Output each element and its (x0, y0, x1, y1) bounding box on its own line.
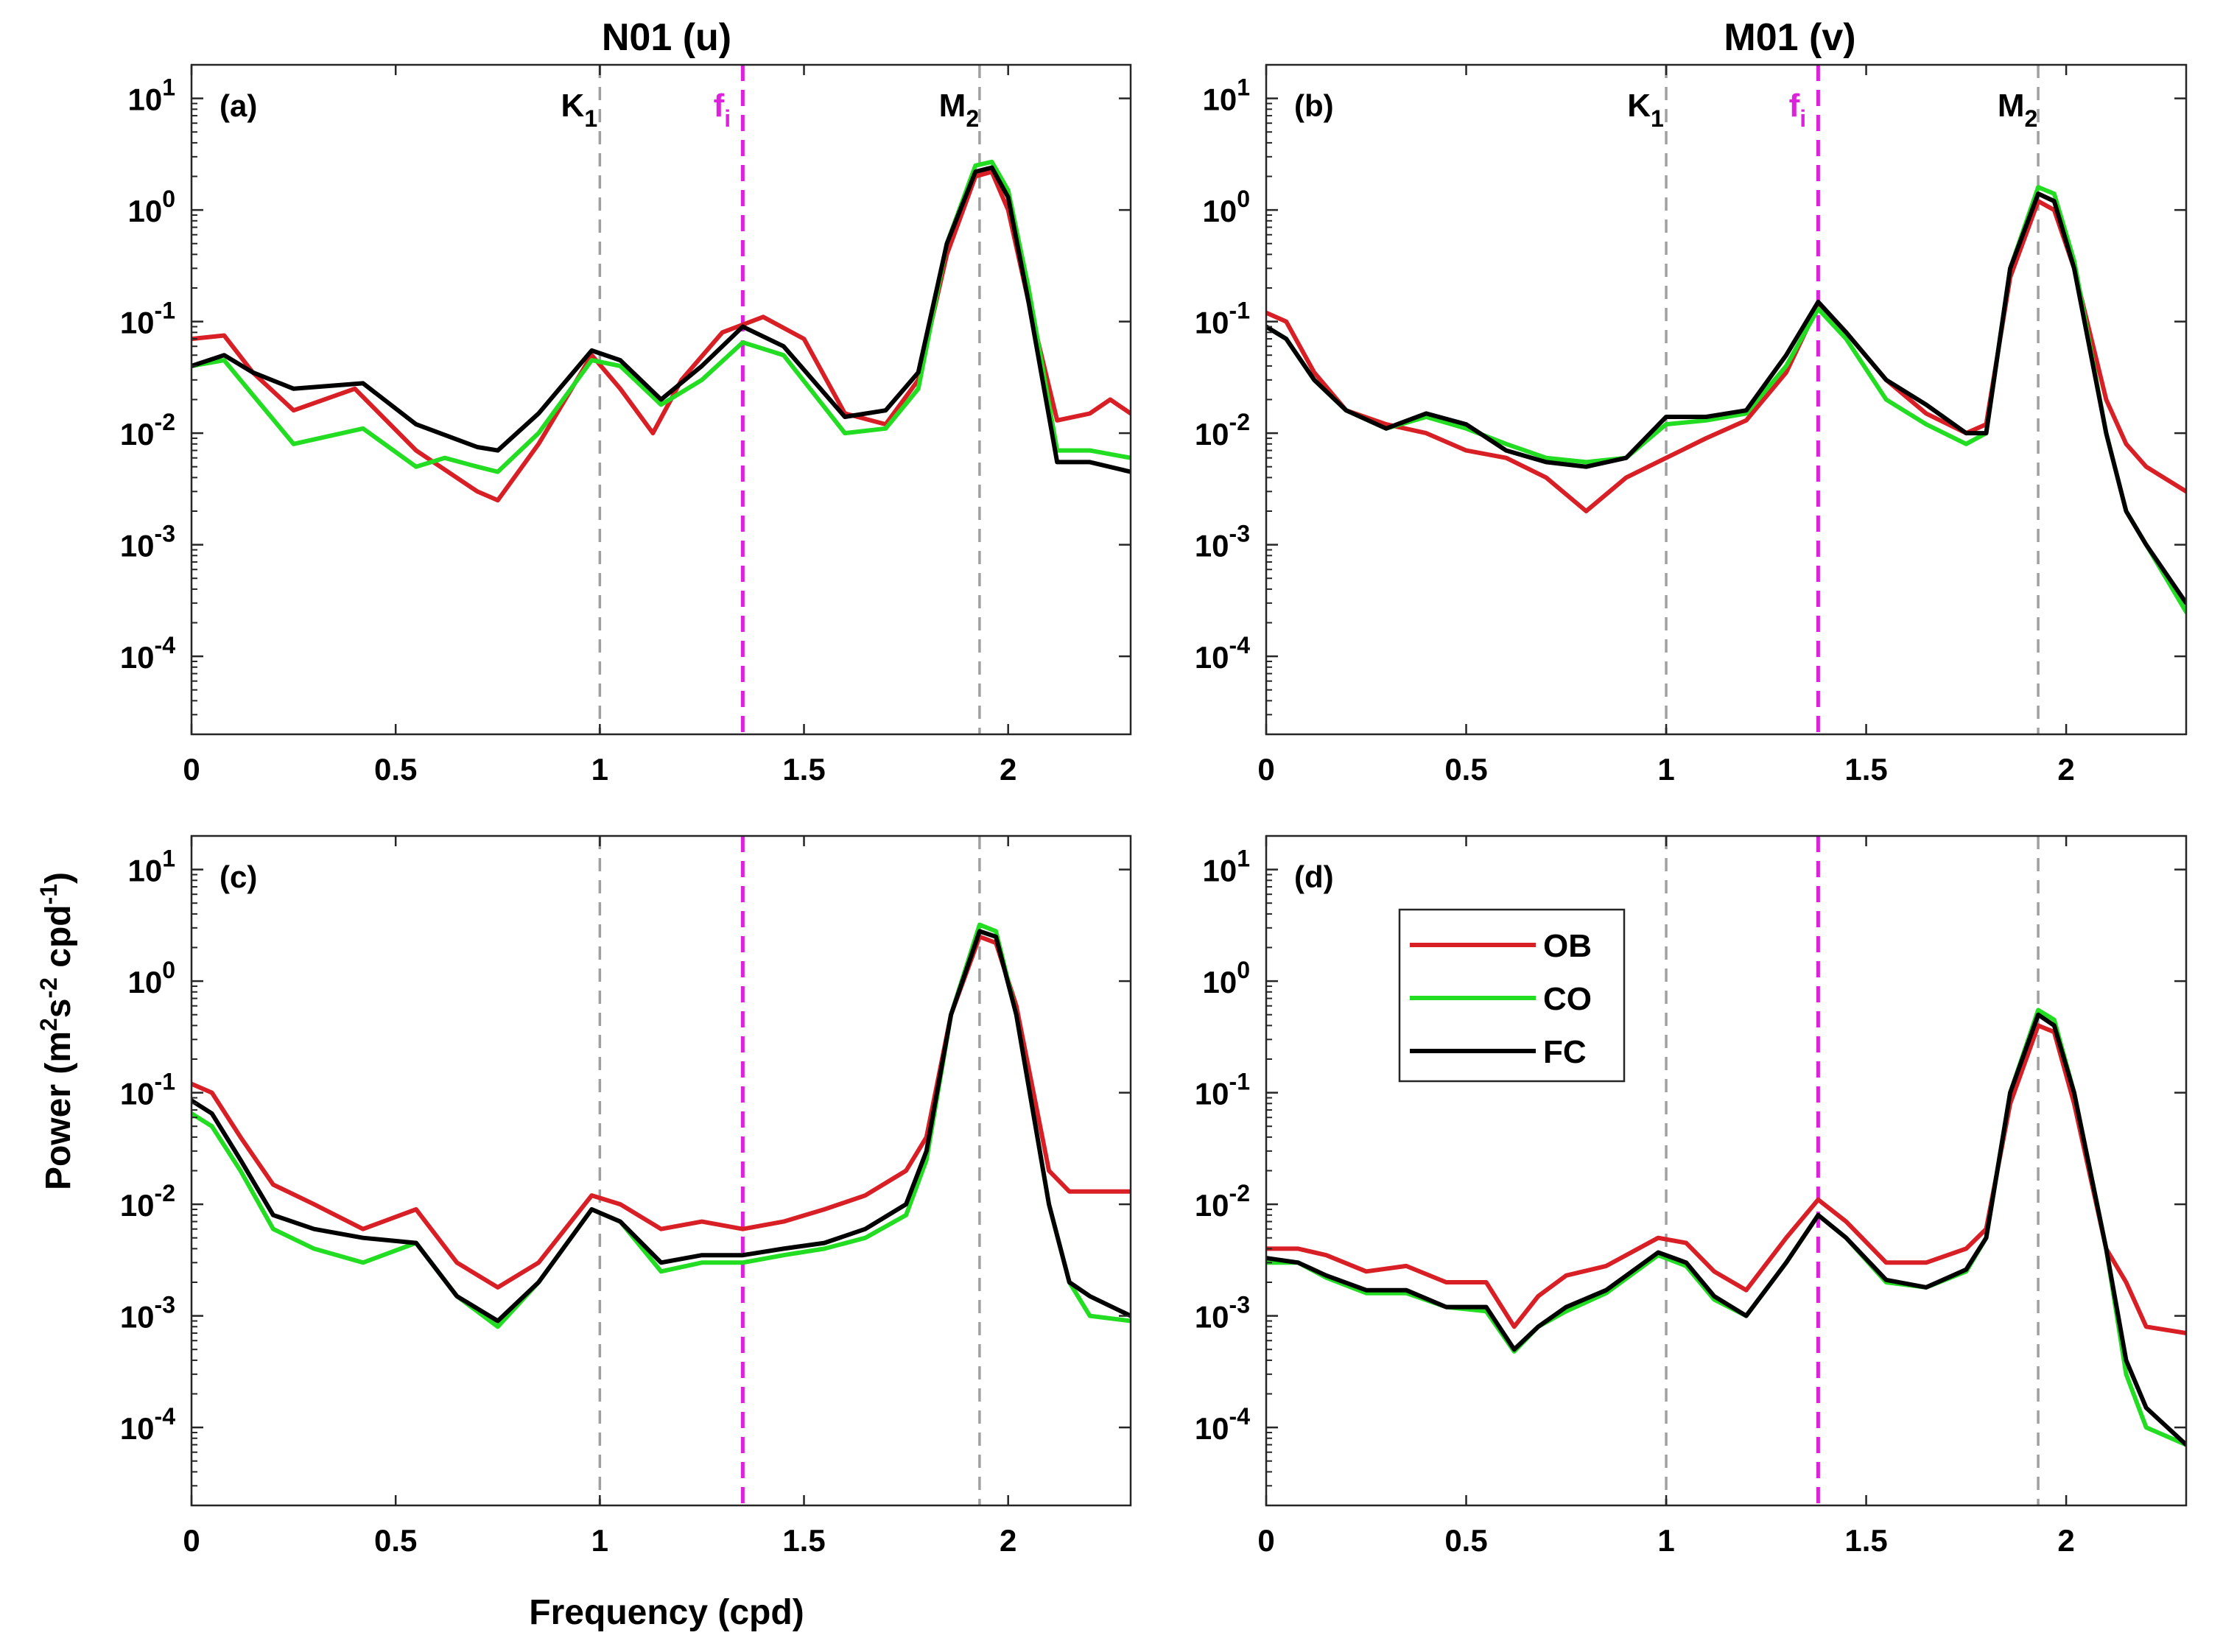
series-line-fc (192, 929, 1131, 1324)
y-tick-label: 101 (1202, 846, 1250, 888)
column-title-right: M01 (v) (1724, 16, 1855, 59)
y-axis-title: Power (m2s-2 cpd-1) (35, 872, 78, 1190)
column-title-left: N01 (u) (602, 16, 731, 59)
x-tick-label: 0.5 (1444, 1523, 1487, 1558)
series-line-fc (192, 165, 1131, 474)
series-line-ob (192, 169, 1131, 503)
x-tick-label: 0.5 (1444, 752, 1487, 787)
svg-text:Power (m2s-2 cpd-1): Power (m2s-2 cpd-1) (35, 872, 78, 1190)
y-tick-label: 10-1 (120, 1069, 175, 1111)
x-tick-label: 0.5 (374, 1523, 417, 1558)
x-tick-label: 2 (1000, 752, 1016, 787)
marker-label-M2: M2 (1998, 88, 2037, 132)
x-tick-label: 1.5 (1844, 1523, 1887, 1558)
x-tick-label: 1 (591, 1523, 608, 1558)
marker-label-M2: M2 (939, 88, 979, 132)
x-axis-title: Frequency (cpd) (529, 1593, 804, 1632)
y-tick-label: 10-1 (1195, 1069, 1250, 1111)
y-tick-label: 100 (1202, 186, 1250, 228)
panel-d: 0 0.5 1 1.5 2 10-4 10-3 10-2 10-1 100 101 (d) (1195, 834, 2188, 1558)
y-tick-label: 101 (127, 74, 175, 117)
y-tick-label: 10-1 (1195, 298, 1250, 340)
y-tick-label: 10-3 (120, 521, 175, 563)
x-tick-label: 1.5 (782, 1523, 825, 1558)
panel-b: K1 fi M2 0 0.5 1 1.5 2 10-4 10-3 10-2 10-1 100 101 (b) (1195, 63, 2188, 787)
y-tick-label: 10-3 (1195, 521, 1250, 563)
x-tick-label: 2 (1000, 1523, 1016, 1558)
panel-label: (d) (1294, 860, 1334, 894)
y-tick-label: 10-4 (1195, 1403, 1250, 1446)
marker-label-fi: fi (1789, 88, 1807, 132)
y-tick-label: 101 (127, 846, 175, 888)
y-tick-label: 10-2 (120, 409, 175, 451)
series-line-ob (192, 934, 1131, 1290)
panel-c: 0 0.5 1 1.5 2 10-4 10-3 10-2 10-1 100 101 (c) (120, 834, 1132, 1558)
x-tick-label: 0 (183, 752, 200, 787)
x-tick-label: 1.5 (1844, 752, 1887, 787)
series-line-co (192, 922, 1131, 1329)
y-tick-label: 10-4 (1195, 632, 1250, 675)
marker-label-K1: K1 (561, 88, 598, 132)
y-tick-label: 10-2 (120, 1180, 175, 1223)
series-line-fc (1266, 191, 2186, 605)
series-line-co (1266, 185, 2186, 614)
x-tick-label: 0.5 (374, 752, 417, 787)
axes-box (1265, 63, 2188, 736)
marker-label-fi: fi (714, 88, 731, 132)
y-tick-label: 100 (1202, 957, 1250, 999)
series-line-ob (1266, 199, 2186, 513)
x-tick-label: 0 (1257, 1523, 1274, 1558)
x-tick-label: 1 (1657, 1523, 1674, 1558)
panel-label: (a) (220, 88, 257, 123)
x-tick-label: 1 (591, 752, 608, 787)
series-line-co (192, 159, 1131, 474)
x-tick-label: 0 (1257, 752, 1274, 787)
x-tick-label: 1.5 (782, 752, 825, 787)
y-tick-label: 10-2 (1195, 409, 1250, 451)
panel-a: K1 fi M2 0 0.5 1 1.5 2 10-4 10-3 10-2 10-1 100 101 (a) (120, 63, 1132, 787)
legend-label-co: CO (1543, 981, 1592, 1017)
x-tick-label: 0 (183, 1523, 200, 1558)
panel-label: (b) (1294, 88, 1334, 123)
y-tick-label: 10-4 (120, 632, 175, 675)
series-line-fc (1266, 1012, 2186, 1447)
y-tick-label: 10-4 (120, 1403, 175, 1446)
y-tick-label: 100 (127, 957, 175, 999)
legend-label-fc: FC (1543, 1034, 1587, 1070)
legend: OB CO FC (1398, 908, 1626, 1083)
y-tick-label: 10-2 (1195, 1180, 1250, 1223)
y-tick-label: 10-3 (1195, 1292, 1250, 1335)
marker-label-K1: K1 (1627, 88, 1664, 132)
x-tick-label: 2 (2057, 1523, 2074, 1558)
panel-label: (c) (220, 860, 257, 894)
x-tick-label: 1 (1657, 752, 1674, 787)
y-tick-label: 10-1 (120, 298, 175, 340)
legend-label-ob: OB (1543, 928, 1592, 964)
y-tick-label: 10-3 (120, 1292, 175, 1335)
x-tick-label: 2 (2057, 752, 2074, 787)
y-tick-label: 101 (1202, 74, 1250, 117)
y-tick-label: 100 (127, 186, 175, 228)
